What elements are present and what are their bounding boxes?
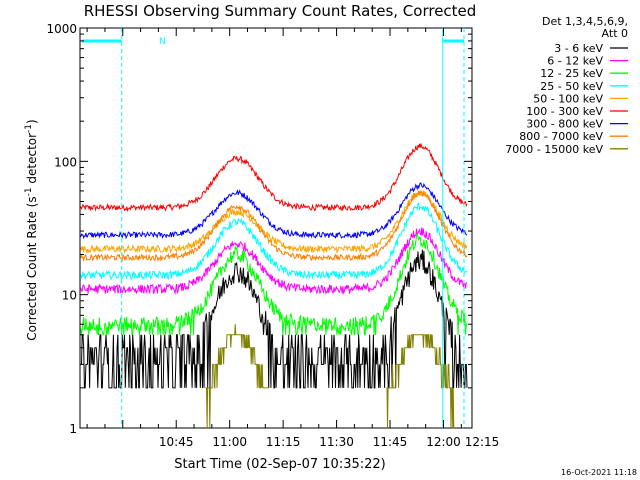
- y-tick-label: 1: [69, 422, 77, 436]
- x-axis: 10:45 11:00 11:15 11:30 11:45 12:00 12:15: [86, 28, 500, 449]
- legend-label: 300 - 800 keV: [526, 118, 603, 131]
- x-axis-label: Start Time (02-Sep-07 10:35:22): [174, 457, 385, 472]
- legend-label: 100 - 300 keV: [526, 105, 603, 118]
- x-tick-label: 10:45: [159, 435, 194, 449]
- y-axis: 1 10 100 1000: [46, 22, 472, 436]
- x-tick-label: 12:15: [465, 435, 500, 449]
- series-line-olive: [205, 324, 455, 429]
- y-tick-label: 10: [62, 289, 77, 303]
- chart-title: RHESSI Observing Summary Count Rates, Co…: [84, 2, 477, 20]
- legend-label: 6 - 12 keV: [547, 55, 603, 68]
- series-line-black: [80, 249, 468, 389]
- series-line-gold: [80, 190, 468, 254]
- series-line-green: [80, 233, 468, 336]
- series-line-magenta: [80, 227, 467, 295]
- legend-label: 50 - 100 keV: [533, 92, 603, 105]
- y-axis-label: Corrected Count Rate (s-1 detector-1): [24, 119, 39, 340]
- series-line-blue: [80, 182, 468, 240]
- x-tick-label: 12:00: [426, 435, 461, 449]
- legend-label: 7000 - 15000 keV: [505, 143, 603, 156]
- series-line-red: [80, 143, 468, 212]
- legend-header-1: Det 1,3,4,5,6,9,: [542, 15, 628, 28]
- marker-layer: [82, 28, 465, 428]
- x-tick-label: 11:15: [266, 435, 301, 449]
- legend-label: 3 - 6 keV: [554, 42, 603, 55]
- y-tick-label: 100: [54, 155, 77, 169]
- series-layer: [80, 143, 468, 429]
- series-line-cyan: [80, 202, 468, 281]
- x-tick-label: 11:45: [373, 435, 408, 449]
- timestamp: 16-Oct-2021 11:18: [561, 468, 637, 477]
- legend-label: 800 - 7000 keV: [519, 130, 603, 143]
- plot-area: 1 10 100 1000 10:45 11:00 11:15 11:30 11:45 12:0…: [46, 22, 499, 449]
- x-tick-label: 11:30: [319, 435, 354, 449]
- x-tick-label: 11:00: [212, 435, 247, 449]
- legend-label: 25 - 50 keV: [540, 80, 603, 93]
- legend-header-2: Att 0: [602, 27, 628, 40]
- night-marker-label: N: [159, 37, 166, 47]
- y-tick-label: 1000: [46, 22, 77, 36]
- legend-label: 12 - 25 keV: [540, 67, 603, 80]
- plot-frame: [79, 27, 473, 429]
- series-line-orange: [80, 189, 468, 263]
